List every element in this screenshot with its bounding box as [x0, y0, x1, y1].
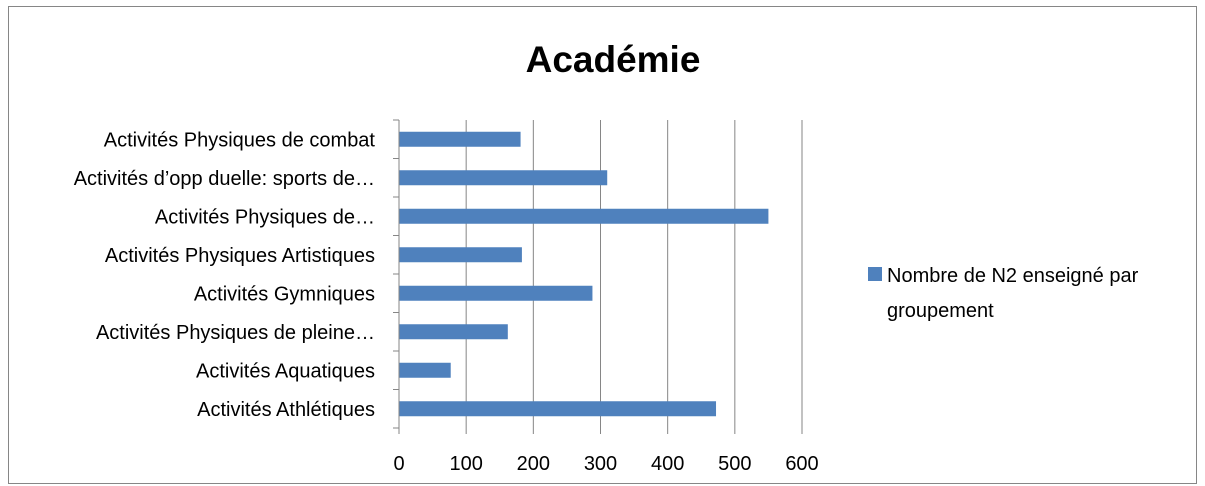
bar [399, 170, 608, 186]
bar [399, 131, 521, 147]
category-label: Activités Physiques Artistiques [105, 245, 375, 267]
bars [399, 131, 769, 417]
legend-label-line-2: groupement [887, 300, 994, 322]
legend: Nombre de N2 enseigné par groupement [868, 265, 1139, 322]
x-tick-label: 500 [718, 453, 751, 475]
legend-label-line-1: Nombre de N2 enseigné par [887, 265, 1139, 287]
bar [399, 247, 522, 263]
category-labels: Activités Physiques de combat Activités d… [74, 129, 376, 421]
category-label: Activités Aquatiques [196, 360, 375, 382]
category-label: Activités Physiques de… [155, 206, 375, 228]
legend-swatch [868, 267, 882, 281]
category-label: Activités Physiques de combat [104, 129, 376, 151]
category-label: Activités d’opp duelle: sports de… [74, 168, 375, 190]
x-tick-label: 400 [651, 453, 684, 475]
bar [399, 208, 769, 224]
x-tick-label: 600 [785, 453, 818, 475]
category-label: Activités Physiques de pleine… [96, 322, 375, 344]
x-tick-labels: 0 100 200 300 400 500 600 [393, 453, 818, 475]
bar [399, 324, 508, 340]
x-tick-label: 200 [517, 453, 550, 475]
gridlines [398, 120, 803, 434]
bar [399, 285, 593, 301]
bar [399, 362, 451, 378]
category-label: Activités Gymniques [194, 283, 375, 305]
bar [399, 401, 717, 417]
x-tick-label: 0 [393, 453, 404, 475]
y-axis [393, 119, 400, 429]
x-tick-label: 300 [584, 453, 617, 475]
category-label: Activités Athlétiques [197, 399, 375, 421]
chart-title: Académie [526, 39, 701, 80]
x-tick-label: 100 [449, 453, 482, 475]
